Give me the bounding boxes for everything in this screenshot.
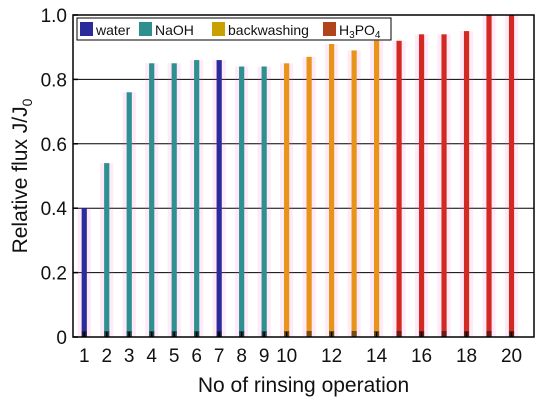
bar-17 [437,34,451,337]
x-tick-label: 7 [214,346,225,367]
legend-swatch-water [80,22,93,36]
y-axis-title-subscript: 0 [19,98,35,106]
bar-base-17 [441,331,447,337]
plot-frame [72,14,535,338]
bar-base-15 [396,331,402,337]
x-tick-label: 4 [146,346,157,367]
bar-11 [302,56,316,338]
bar-14 [369,40,384,337]
x-tick-label: 9 [259,346,270,367]
bar-fill-12 [329,43,335,337]
legend-label-backwashing: backwashing [228,22,309,38]
bar-fill-2 [104,163,110,337]
bar-fill-20 [508,15,515,337]
bar-4 [145,63,159,338]
bar-fill-4 [149,63,155,338]
x-tick-label: 2 [101,346,112,367]
x-tick-label: 5 [169,346,180,367]
bar-fill-14 [373,40,380,337]
y-tick-label: 0.4 [41,199,68,220]
y-tick-label: 0 [56,328,67,349]
y-tick-label: 0.8 [41,70,67,91]
legend-swatch-h3po4 [323,22,336,36]
bar-7 [212,60,226,338]
legend: water NaOH backwashing H3PO4 [76,17,392,41]
bar-10 [280,63,294,338]
bar-19 [482,15,496,337]
bar-9 [257,66,271,338]
y-axis-title-main: Relative flux J/J [9,106,32,253]
y-axis-title: Relative flux J/J0 [9,98,35,253]
bar-fill-18 [463,31,470,337]
bar-fill-11 [306,56,312,338]
x-tick-label: 1 [79,346,90,367]
bar-fill-5 [171,63,177,338]
bar-18 [459,31,474,337]
x-tick-label: 16 [411,346,432,367]
y-tick-label: 1.0 [41,6,67,27]
bar-fill-1 [81,208,87,337]
bar-fill-15 [396,40,402,337]
x-tick-label: 14 [366,346,388,367]
bar-5 [167,63,181,338]
bar-fill-16 [418,34,425,337]
x-tick-label: 12 [321,346,342,367]
bar-fill-13 [351,50,357,338]
bar-15 [392,40,406,337]
bar-fill-7 [216,60,222,338]
y-tick-label: 0.6 [41,135,67,156]
bar-series [77,15,519,338]
bar-16 [414,34,429,337]
bar-fill-17 [441,34,447,337]
x-tick-label: 10 [276,346,297,367]
x-tick-label: 8 [236,346,247,367]
x-tick-label: 20 [501,346,522,367]
bar-20 [504,15,519,337]
y-axis-ticks: 0 0.2 0.4 0.6 0.8 1.0 [41,6,78,349]
bar-12 [325,43,339,337]
bar-13 [347,50,361,338]
bar-fill-8 [239,66,245,338]
x-tick-label: 18 [456,346,477,367]
x-axis-title: No of rinsing operation [198,374,409,397]
bar-8 [235,66,249,338]
legend-swatch-naoh [139,22,152,36]
legend-box [76,17,392,41]
bar-fill-6 [194,60,200,338]
bar-base-13 [351,331,357,337]
bar-base-11 [306,331,312,337]
x-tick-label: 3 [124,346,135,367]
x-axis-ticks: 1 2 3 4 5 6 7 8 9 10 12 14 16 18 20 [79,332,522,367]
bar-1 [77,208,91,337]
bar-fill-19 [486,15,492,337]
x-tick-label: 6 [191,346,202,367]
bar-3 [122,92,136,337]
legend-label-water: water [95,22,131,38]
legend-label-h3po4: H3PO4 [339,22,381,41]
bar-base-19 [486,331,492,337]
bar-6 [190,60,204,338]
bar-fill-3 [126,92,132,337]
bar-fill-9 [261,66,267,338]
bar-2 [100,163,114,337]
legend-swatch-backwashing [212,22,225,36]
y-tick-label: 0.2 [41,264,67,285]
bar-fill-10 [284,63,290,338]
legend-label-naoh: NaOH [155,22,194,38]
